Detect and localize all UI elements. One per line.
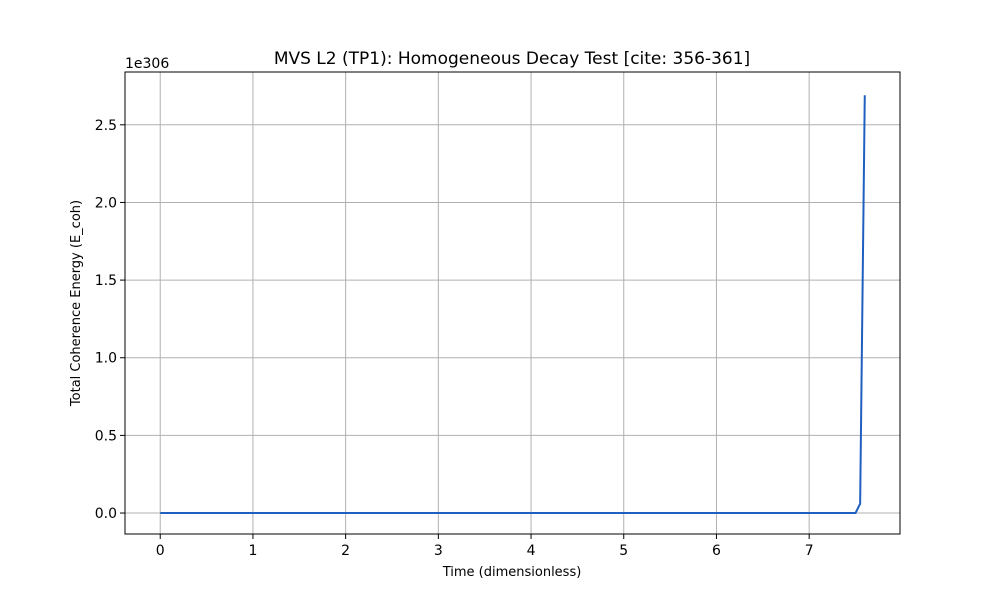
x-tick-label: 3 — [434, 543, 443, 559]
y-offset-label: 1e306 — [125, 56, 169, 72]
chart-title: MVS L2 (TP1): Homogeneous Decay Test [ci… — [274, 49, 750, 69]
y-tick-label: 0.0 — [95, 506, 117, 522]
y-tick-label: 2.0 — [95, 195, 117, 211]
x-tick-label: 6 — [712, 543, 721, 559]
tick-layer: 0 1 2 3 4 5 6 7 0.0 0.5 1.0 1.5 2.0 2.5 — [95, 118, 814, 559]
y-tick-label: 1.5 — [95, 273, 117, 289]
y-tick-label: 0.5 — [95, 428, 117, 444]
series-line — [160, 95, 866, 515]
grid-lines — [125, 72, 900, 534]
x-tick-label: 0 — [156, 543, 165, 559]
series-layer — [160, 95, 866, 515]
y-axis-label: Total Coherence Energy (E_coh) — [69, 200, 84, 407]
x-tick-label: 4 — [527, 543, 536, 559]
x-tick-label: 5 — [619, 543, 628, 559]
x-axis-label: Time (dimensionless) — [442, 565, 582, 580]
x-tick-label: 1 — [248, 543, 257, 559]
plot-frame — [124, 71, 901, 535]
y-tick-label: 1.0 — [95, 351, 117, 367]
x-tick-label: 2 — [341, 543, 350, 559]
x-tick-label: 7 — [805, 543, 814, 559]
y-tick-label: 2.5 — [95, 118, 117, 134]
